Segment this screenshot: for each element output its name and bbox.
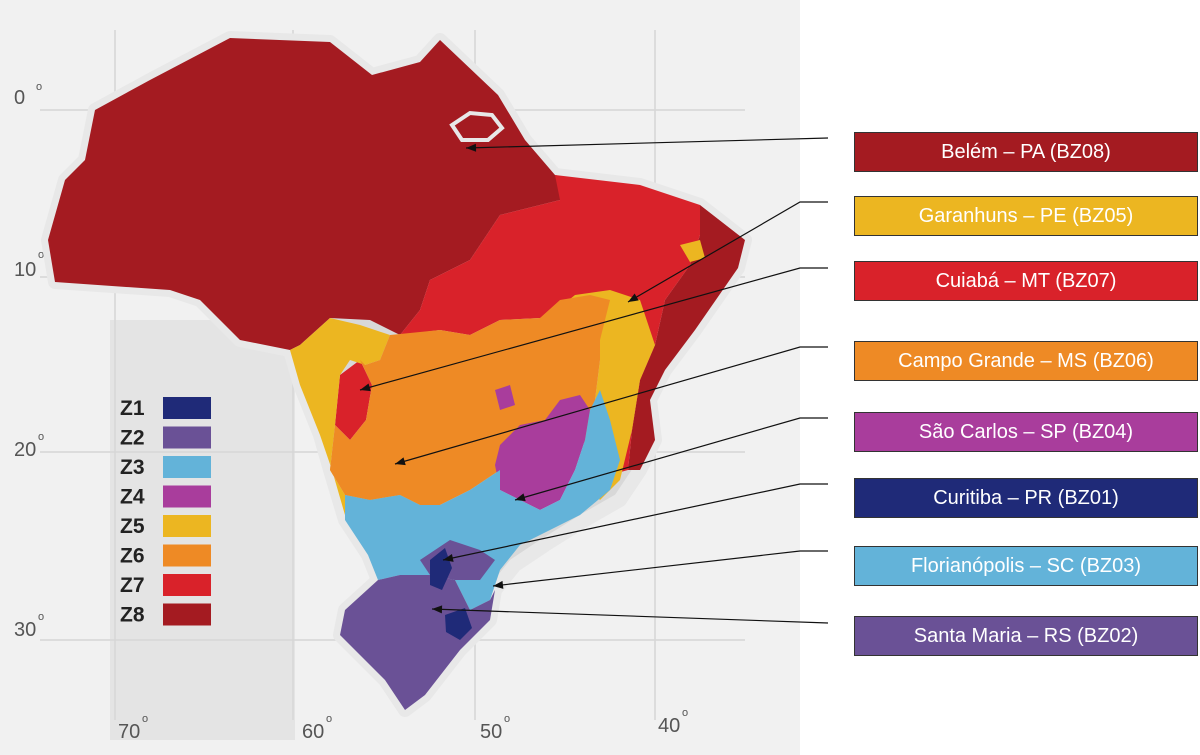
zone-z5-west xyxy=(290,318,420,520)
latitude-labels: 0 o 10 o 20 o 30 o xyxy=(14,81,44,641)
leader-line-z1 xyxy=(442,483,828,561)
legend-swatch-z4 xyxy=(163,485,211,508)
leader-arrowhead-z3 xyxy=(493,580,504,589)
city-label-z8: Belém – PA (BZ08) xyxy=(854,132,1198,172)
leader-arrowhead-z2 xyxy=(432,605,443,614)
legend-label-z7: Z7 xyxy=(120,574,145,597)
legend-swatch-z5 xyxy=(163,515,211,537)
leader-line-z3 xyxy=(492,550,828,587)
legend-label-z4: Z4 xyxy=(120,486,145,509)
leader-arrowhead-z1 xyxy=(443,554,454,562)
leader-line-z8 xyxy=(465,137,829,149)
zone-z4-patch xyxy=(495,385,515,410)
leader-line-z6 xyxy=(394,346,828,465)
city-label-z6: Campo Grande – MS (BZ06) xyxy=(854,341,1198,381)
legend-swatch-z7 xyxy=(163,574,211,596)
svg-text:o: o xyxy=(326,713,332,725)
leader-line-z4 xyxy=(514,417,828,501)
legend-label-z5: Z5 xyxy=(120,515,145,538)
lat-label-20: 20 xyxy=(14,439,36,461)
leader-line-z2 xyxy=(431,608,829,624)
leader-arrowhead-z6 xyxy=(395,457,406,466)
zone-z5-patch xyxy=(680,240,705,262)
legend-label-z8: Z8 xyxy=(120,604,145,627)
lon-label-40: 40 xyxy=(658,715,680,737)
svg-text:o: o xyxy=(504,713,510,725)
legend-label-z1: Z1 xyxy=(120,397,145,420)
city-label-z3: Florianópolis – SC (BZ03) xyxy=(854,546,1198,586)
zone-legend: Z1 Z2 Z3 Z4 Z5 Z6 Z7 Z8 xyxy=(120,397,211,627)
lon-label-50: 50 xyxy=(480,721,502,743)
leader-lines xyxy=(359,137,829,624)
city-label-z7: Cuiabá – MT (BZ07) xyxy=(854,261,1198,301)
zone-z1-south xyxy=(445,608,472,640)
legend-swatch-z6 xyxy=(163,544,211,567)
zone-z7-patch xyxy=(335,360,372,440)
lat-label-0: 0 xyxy=(14,87,25,109)
svg-text:o: o xyxy=(36,81,42,93)
leader-arrowhead-z8 xyxy=(466,143,477,152)
lat-label-30: 30 xyxy=(14,619,36,641)
legend-swatch-z1 xyxy=(163,397,211,419)
city-label-z5: Garanhuns – PE (BZ05) xyxy=(854,196,1198,236)
leader-arrowhead-z7 xyxy=(360,383,371,392)
legend-label-z6: Z6 xyxy=(120,545,145,568)
legend-swatch-z2 xyxy=(163,426,211,449)
legend-label-z2: Z2 xyxy=(120,427,145,450)
leader-arrowhead-z5 xyxy=(628,293,639,302)
zone-z8-island xyxy=(449,110,505,142)
zone-z2-region xyxy=(340,575,495,710)
zone-z8-coast xyxy=(628,205,745,470)
legend-swatch-z8 xyxy=(163,603,211,626)
city-label-z4: São Carlos – SP (BZ04) xyxy=(854,412,1198,452)
leader-line-z7 xyxy=(359,267,828,391)
svg-text:o: o xyxy=(38,249,44,261)
lat-label-10: 10 xyxy=(14,259,36,281)
legend-label-z3: Z3 xyxy=(120,456,145,479)
svg-text:o: o xyxy=(38,611,44,623)
svg-text:o: o xyxy=(142,713,148,725)
zone-z5-region xyxy=(550,290,655,500)
city-label-z1: Curitiba – PR (BZ01) xyxy=(854,478,1198,518)
legend-swatch-z3 xyxy=(163,456,211,478)
leader-line-z5 xyxy=(627,201,828,303)
lon-label-60: 60 xyxy=(302,721,324,743)
city-label-z2: Santa Maria – RS (BZ02) xyxy=(854,616,1198,656)
zone-z4-region xyxy=(495,395,590,510)
zone-z3-region xyxy=(345,390,620,610)
longitude-labels: 70 o 60 o 50 o 40 o xyxy=(118,707,688,743)
lon-label-70: 70 xyxy=(118,721,140,743)
leader-arrowhead-z4 xyxy=(515,493,526,502)
svg-text:o: o xyxy=(682,707,688,719)
svg-text:o: o xyxy=(38,431,44,443)
